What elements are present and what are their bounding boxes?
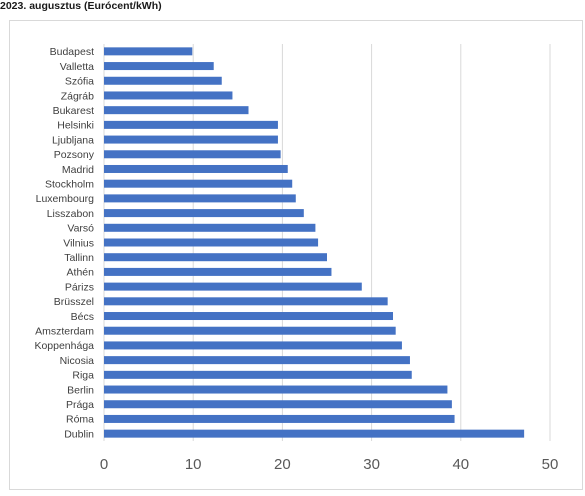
category-label: Párizs <box>65 281 94 293</box>
bar <box>104 164 288 173</box>
category-label: Tallinn <box>64 252 94 264</box>
bar <box>104 194 296 203</box>
x-tick-label: 20 <box>274 456 291 473</box>
category-label: Brüsszel <box>54 296 94 308</box>
x-tick-label: 40 <box>452 456 469 473</box>
x-tick-label: 50 <box>542 456 559 473</box>
bar <box>104 312 394 321</box>
category-label: Lisszabon <box>47 208 94 220</box>
bar <box>104 209 304 218</box>
bar <box>104 326 396 335</box>
bar <box>104 414 455 423</box>
bar <box>104 47 193 56</box>
bar <box>104 267 332 276</box>
bar <box>104 356 410 365</box>
bar <box>104 223 316 232</box>
category-label: Szófia <box>65 76 94 88</box>
bar <box>104 370 412 379</box>
x-tick-label: 10 <box>185 456 202 473</box>
category-label: Bukarest <box>53 105 95 117</box>
bar <box>104 150 281 159</box>
x-tick-labels: 0 10 20 30 40 50 <box>100 456 559 473</box>
chart-caption: 2023. augusztus (Eurócent/kWh) <box>0 0 162 12</box>
category-label: Dublin <box>64 428 94 440</box>
category-label: Bécs <box>71 311 94 323</box>
bar <box>104 179 293 188</box>
category-label: Helsinki <box>57 120 94 132</box>
bar <box>104 120 278 129</box>
category-label: Zágráb <box>61 90 94 102</box>
category-label: Berlin <box>67 384 94 396</box>
bar <box>104 76 222 85</box>
bar <box>104 238 319 247</box>
category-label: Stockholm <box>45 178 94 190</box>
category-label: Prága <box>66 399 94 411</box>
bar <box>104 282 362 291</box>
category-label: Varsó <box>67 223 94 235</box>
bar <box>104 135 278 144</box>
bar <box>104 297 388 306</box>
category-label: Pozsony <box>54 149 95 161</box>
category-label: Valletta <box>60 61 94 73</box>
category-label: Luxembourg <box>36 193 95 205</box>
category-label: Riga <box>72 370 94 382</box>
bar <box>104 91 233 100</box>
category-label: Athén <box>67 267 95 279</box>
category-label: Nicosia <box>60 355 95 367</box>
bar <box>104 106 249 115</box>
category-label: Vilnius <box>63 237 94 249</box>
bar <box>104 253 327 262</box>
category-label: Ljubljana <box>52 134 94 146</box>
x-tick-label: 30 <box>363 456 380 473</box>
bar <box>104 385 448 394</box>
bar <box>104 341 402 350</box>
bar <box>104 400 452 409</box>
bar <box>104 429 525 438</box>
bars <box>104 47 525 438</box>
bar <box>104 62 214 71</box>
category-label: Koppenhága <box>34 340 94 352</box>
category-label: Budapest <box>50 46 94 58</box>
category-labels: Budapest Valletta Szófia Zágráb Bukarest Hels… <box>34 46 94 440</box>
category-label: Madrid <box>62 164 94 176</box>
category-label: Róma <box>66 414 94 426</box>
category-label: Amszterdam <box>35 326 94 338</box>
x-tick-label: 0 <box>100 456 108 473</box>
